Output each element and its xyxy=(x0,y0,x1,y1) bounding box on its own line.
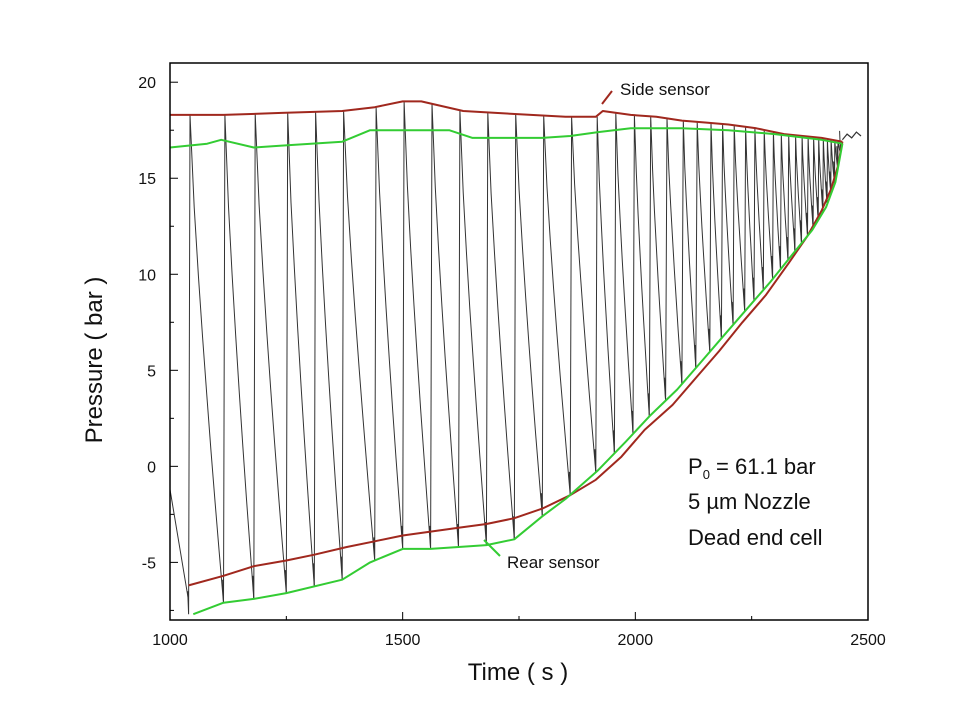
y-tick-label: 0 xyxy=(147,459,156,476)
pressure-cycle xyxy=(664,118,683,401)
pressure-cycle xyxy=(485,112,515,546)
series-line-3 xyxy=(192,143,844,616)
pressure-initial-drop xyxy=(169,489,190,601)
pressure-cycle xyxy=(647,116,667,417)
info-p-subscript: 0 xyxy=(703,467,710,482)
pressure-cycle xyxy=(731,125,746,326)
pressure-cycle xyxy=(594,116,615,473)
info-nozzle: 5 µm Nozzle xyxy=(688,489,811,514)
x-tick-label: 1000 xyxy=(152,632,188,649)
side-sensor-label: Side sensor xyxy=(620,80,710,99)
pressure-cycle xyxy=(401,101,432,549)
y-tick-label: -5 xyxy=(142,555,156,572)
x-tick-label: 2000 xyxy=(618,632,654,649)
pressure-cycle xyxy=(340,110,376,580)
x-axis-title: Time ( s ) xyxy=(468,659,568,686)
info-p-value: = 61.1 bar xyxy=(710,454,816,479)
pressure-cycle xyxy=(284,112,315,594)
x-tick-label: 1500 xyxy=(385,632,421,649)
pressure-cycle xyxy=(694,121,711,369)
pressure-cycle xyxy=(568,116,597,495)
y-tick-label: 20 xyxy=(138,75,156,92)
x-tick-label: 2500 xyxy=(850,632,886,649)
pressure-cycle xyxy=(457,109,487,548)
rear-sensor-leader xyxy=(483,539,501,557)
side-sensor-leader xyxy=(601,90,613,105)
pressure-cycle xyxy=(743,126,755,312)
pressure-cycle xyxy=(720,123,734,339)
pressure-cycle xyxy=(512,113,543,540)
pressure-cycle xyxy=(680,120,697,385)
pressure-cycle xyxy=(708,122,722,352)
series-line-0 xyxy=(170,100,843,143)
y-tick-label: 10 xyxy=(138,267,156,284)
rear-sensor-label: Rear sensor xyxy=(507,553,600,572)
pressure-cycle xyxy=(252,113,287,599)
sensor-envelope-lines xyxy=(169,100,844,616)
pressure-cycle xyxy=(761,129,774,291)
y-axis-title: Pressure ( bar ) xyxy=(81,277,108,444)
pressure-tail xyxy=(841,131,862,141)
info-initial-pressure: P0 = 61.1 bar xyxy=(688,454,816,482)
info-cell-type: Dead end cell xyxy=(688,525,823,550)
series-line-1 xyxy=(188,141,844,587)
axes: 1000 1500 2000 2500 -5 0 5 10 15 20 xyxy=(138,75,886,649)
pressure-cycle xyxy=(540,115,571,517)
pressure-cycle xyxy=(312,111,343,587)
pressure-cycle xyxy=(373,107,404,561)
info-p-prefix: P xyxy=(688,454,703,479)
y-tick-label: 15 xyxy=(138,171,156,188)
pressure-cycle xyxy=(771,131,781,280)
pressure-cycle xyxy=(187,114,224,615)
y-tick-label: 5 xyxy=(147,363,156,380)
pressure-cycle xyxy=(222,114,255,603)
pressure-cycle xyxy=(613,112,634,454)
pressure-traces xyxy=(169,101,862,615)
pressure-cycle xyxy=(752,127,764,301)
series-line-2 xyxy=(169,127,843,149)
pressure-cycle xyxy=(429,103,459,549)
pressure-cycle xyxy=(631,114,650,434)
